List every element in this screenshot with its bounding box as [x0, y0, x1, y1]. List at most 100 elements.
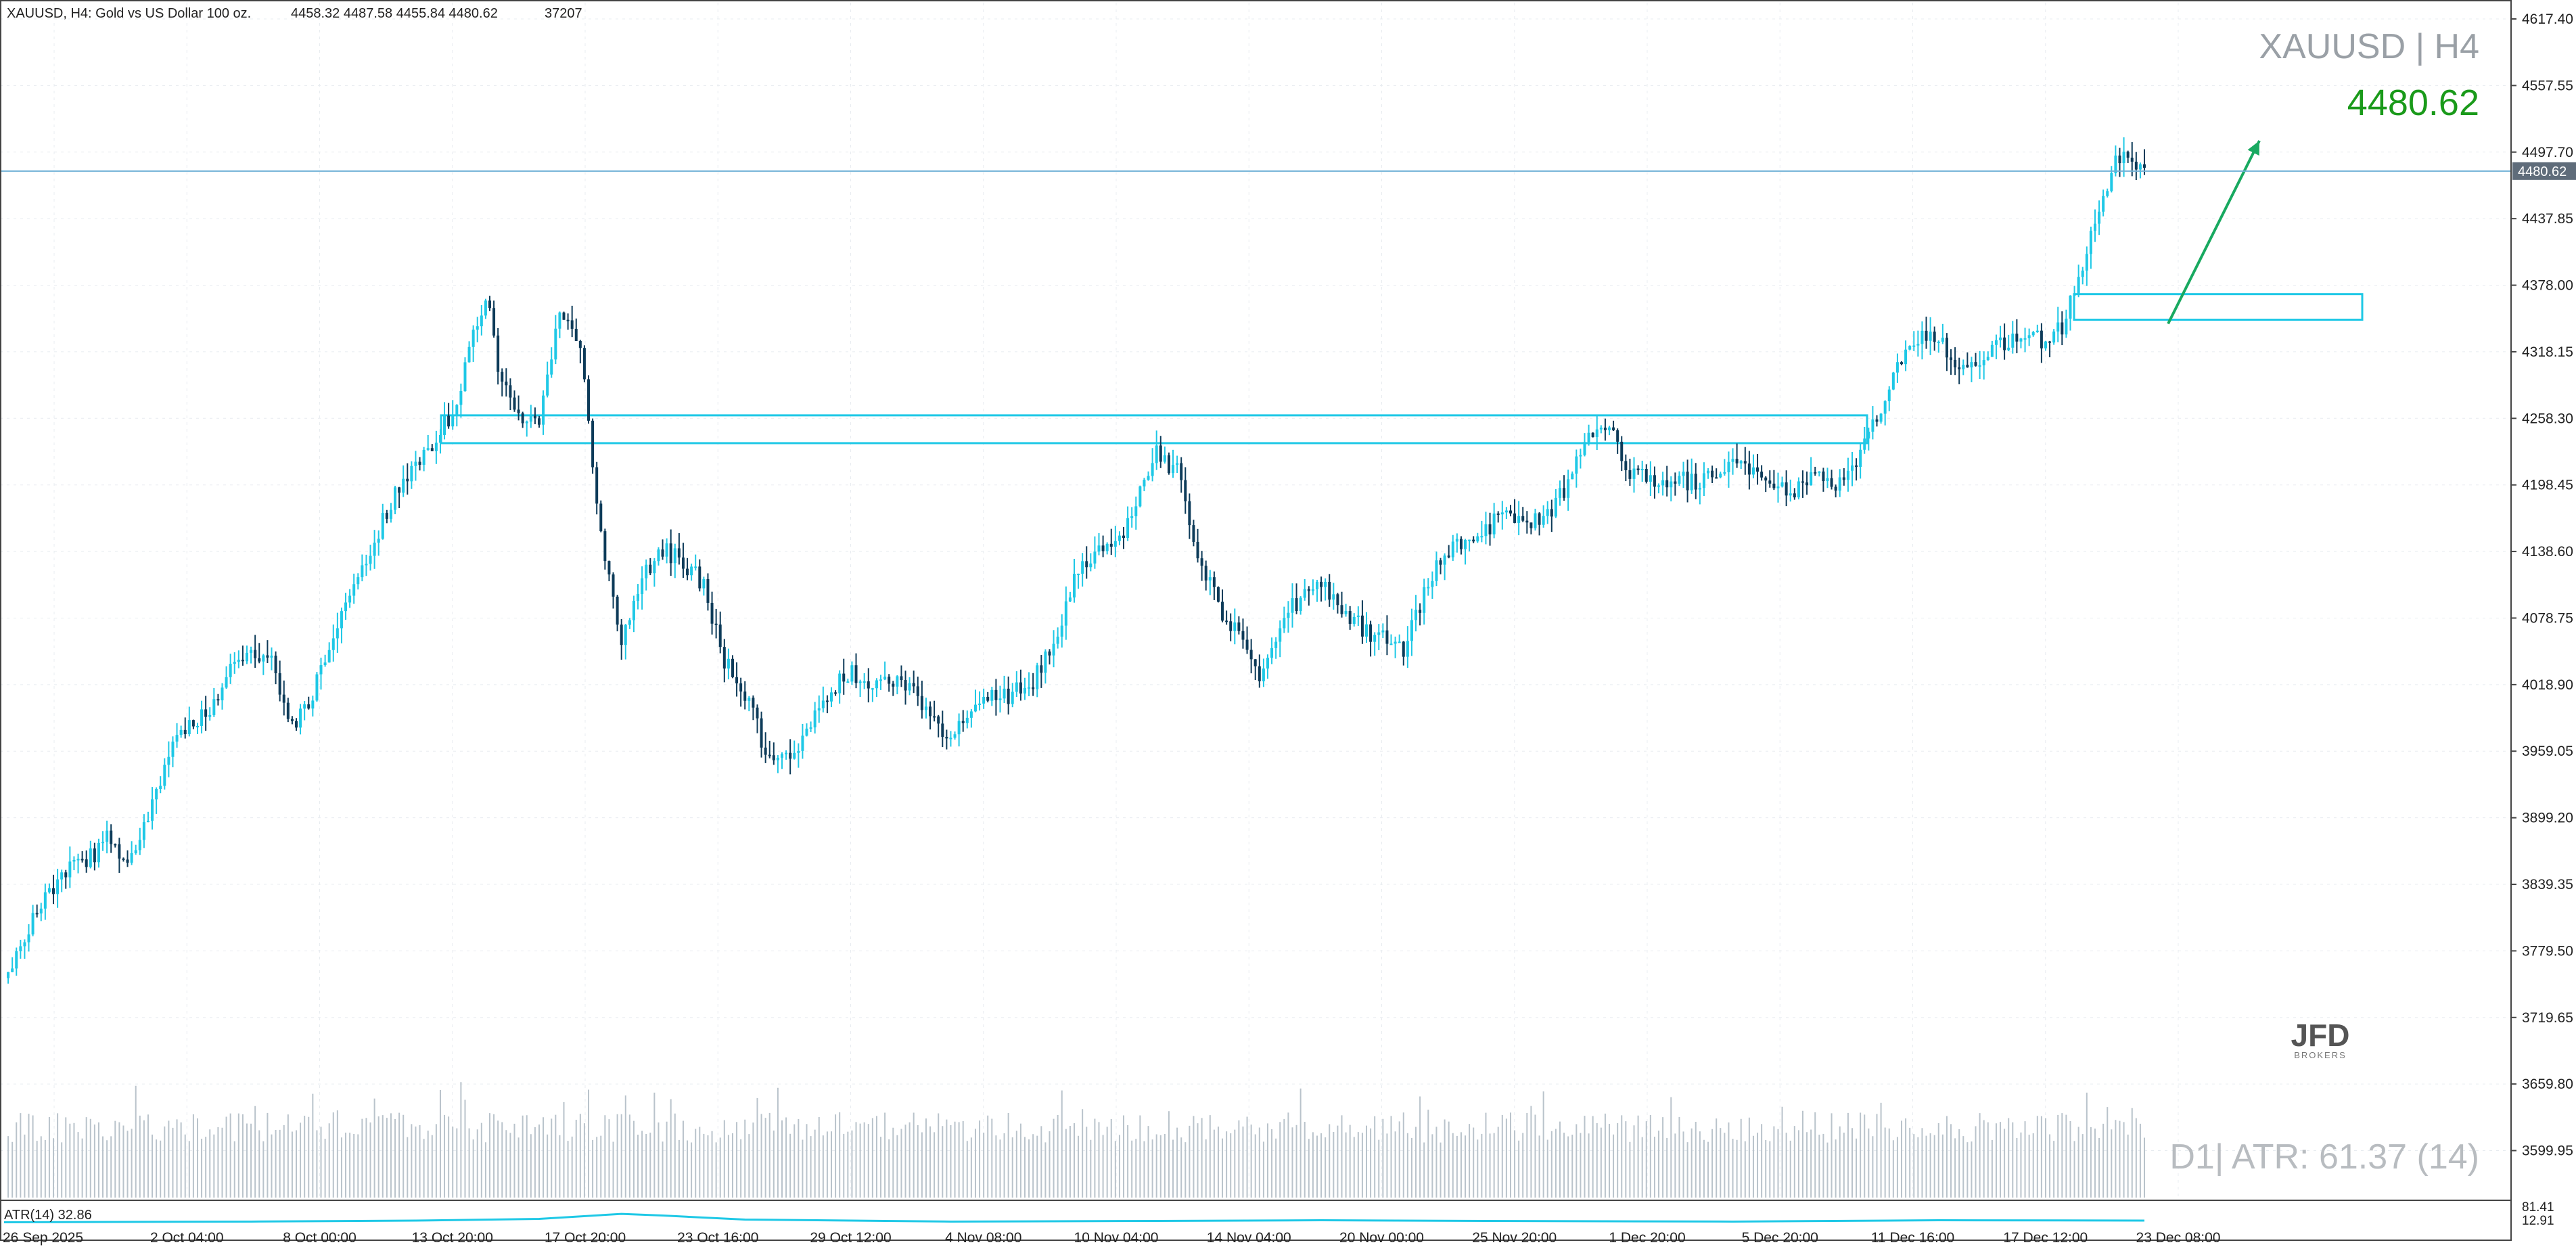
candle-body [986, 696, 990, 701]
candle-body [2118, 155, 2121, 164]
candle-body [1340, 605, 1343, 614]
candle-body [566, 319, 570, 321]
candle-body [114, 844, 117, 846]
candle-body [377, 539, 380, 543]
candle-body [200, 709, 204, 726]
candle-body [106, 830, 109, 842]
candle-body [1381, 630, 1385, 633]
candle-body [1595, 429, 1598, 437]
candle-body [64, 872, 68, 878]
candle-body [369, 555, 372, 564]
candle-body [1036, 665, 1039, 689]
candle-body [361, 565, 364, 578]
x-tick-label: 23 Dec 08:00 [2136, 1230, 2221, 1246]
candle-body [1674, 481, 1677, 484]
candle-body [7, 972, 10, 978]
candle-body [151, 799, 154, 821]
candle-body [430, 448, 434, 451]
candle-body [1579, 455, 1582, 457]
candle-body [834, 692, 837, 694]
candle-body [677, 548, 681, 558]
candle-body [1151, 463, 1154, 476]
candle-body [570, 320, 574, 329]
candle-body [2056, 322, 2060, 332]
candle-body [1109, 543, 1113, 547]
candle-body [1089, 563, 1092, 568]
candle-body [1451, 541, 1454, 558]
candle-body [1665, 480, 1669, 488]
y-tick-label: 3899.20 [2522, 811, 2573, 826]
candle-body [1534, 513, 1537, 528]
candle-body [1406, 641, 1409, 657]
candle-body [163, 765, 166, 786]
candle-body [509, 385, 512, 398]
candle-body [637, 594, 640, 601]
candle-body [299, 708, 302, 728]
candle-body [1530, 522, 1533, 528]
candle-body [546, 374, 549, 396]
candle-body [2069, 295, 2072, 319]
candle-body [1867, 431, 1870, 439]
candle-body [517, 409, 520, 413]
x-tick-label: 25 Nov 20:00 [1472, 1230, 1557, 1246]
candle-body [982, 696, 986, 704]
candle-body [1270, 648, 1274, 658]
candles [0, 137, 2511, 984]
candle-body [1472, 539, 1475, 542]
candle-body [1707, 470, 1710, 474]
candle-body [1496, 513, 1500, 515]
candle-body [1328, 581, 1331, 600]
candle-body [1476, 536, 1479, 542]
atr-readout: D1| ATR: 61.37 (14) [2169, 1137, 2479, 1177]
candle-body [1060, 625, 1063, 637]
candle-body [1855, 465, 1858, 468]
candle-body [805, 728, 808, 736]
candle-body [1879, 413, 1883, 422]
candle-body [1842, 477, 1845, 480]
candle-body [221, 687, 224, 701]
candle-body [912, 683, 915, 687]
candle-body [1130, 516, 1134, 518]
candle-body [1900, 362, 1904, 365]
candle-body [1307, 589, 1310, 591]
candle-body [1101, 545, 1105, 551]
candle-body [122, 858, 125, 860]
candle-body [356, 577, 360, 585]
candle-body [1941, 338, 1944, 342]
candle-body [1863, 438, 1866, 450]
candle-body [616, 596, 619, 625]
candle-body [768, 754, 771, 756]
candle-body [373, 543, 376, 556]
candle-body [1385, 630, 1389, 644]
candle-body [1373, 635, 1377, 642]
candle-body [2114, 155, 2117, 173]
candle-body [327, 650, 331, 663]
candle-body [1254, 659, 1257, 666]
candle-body [426, 448, 430, 450]
candle-body [1764, 477, 1768, 481]
candle-body [1398, 641, 1401, 643]
candle-body [389, 509, 392, 519]
candle-body [2106, 191, 2109, 196]
x-tick-label: 5 Dec 20:00 [1742, 1230, 1818, 1246]
candle-body [879, 679, 883, 681]
candle-body [756, 707, 759, 719]
candle-body [1122, 535, 1126, 538]
candle-body [731, 658, 734, 677]
candle-body [1204, 566, 1208, 581]
y-tick-label: 4437.85 [2522, 211, 2573, 227]
candle-body [1500, 512, 1504, 515]
candle-body [1682, 472, 1685, 476]
candle-body [1653, 475, 1656, 487]
candle-body [2044, 341, 2047, 348]
candle-body [961, 721, 965, 723]
candle-body [1402, 641, 1405, 657]
candle-body [1431, 581, 1434, 587]
candle-body [2122, 152, 2125, 164]
y-tick-label: 4617.40 [2522, 12, 2573, 27]
candle-body [183, 729, 187, 735]
candle-body [2130, 158, 2134, 162]
candle-body [1492, 513, 1496, 535]
candle-body [620, 624, 623, 645]
candle-body [1797, 481, 1800, 498]
